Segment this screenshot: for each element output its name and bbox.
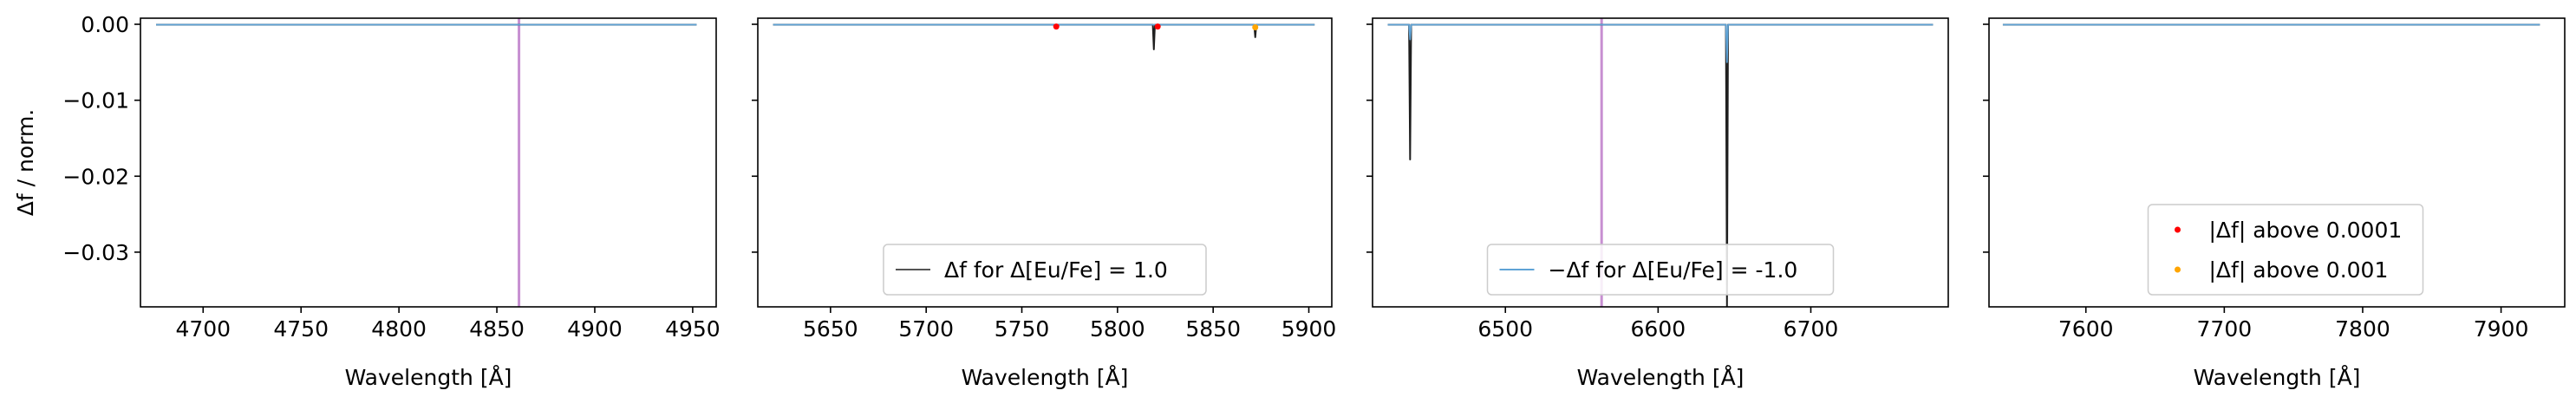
legend-label: |Δf| above 0.0001 — [2209, 218, 2403, 243]
x-tick-label: 7600 — [2058, 316, 2114, 342]
y-tick-label: −0.03 — [62, 240, 129, 265]
panel-2: 5650 5700 5750 5800 5850 5900 Wavelength [Å] Δf… — [752, 17, 1337, 390]
panel-1: 4700 4750 4800 4850 4900 4950 0.00 −0.01 −0.02 −0… — [13, 12, 721, 390]
axes-frame — [140, 17, 717, 308]
panel-4: 7600 7700 7800 7900 Wavelength [Å] |Δf| above… — [1983, 17, 2566, 390]
legend-dot-swatch — [2175, 226, 2181, 233]
legend: −Δf for Δ[Eu/Fe] = -1.0 — [1486, 244, 1835, 296]
legend-frame — [883, 244, 1207, 296]
x-tick-label: 4850 — [469, 316, 525, 342]
x-axis-label: Wavelength [Å] — [345, 365, 512, 390]
highlight-point-1 — [1053, 23, 1060, 30]
axes-frame — [1988, 17, 2566, 308]
x-tick-label: 5750 — [995, 316, 1050, 342]
legend-dot-swatch — [2175, 266, 2181, 273]
plot-area — [156, 18, 697, 307]
x-axis-label: Wavelength [Å] — [2194, 365, 2361, 390]
y-tick-label: −0.01 — [62, 88, 129, 114]
x-tick-label: 7700 — [2197, 316, 2253, 342]
legend-frame — [1486, 244, 1835, 296]
series-2-line — [1387, 23, 1934, 63]
axes-frame — [1372, 17, 1949, 308]
x-tick-label: 7800 — [2335, 316, 2390, 342]
x-tick-label: 4700 — [175, 316, 231, 342]
x-tick-label: 6700 — [1784, 316, 1839, 342]
highlight-point-2 — [1154, 23, 1161, 30]
panel-3: 6500 6600 6700 Wavelength [Å] −Δf for Δ[Eu/F… — [1366, 17, 1949, 390]
plot-area — [773, 23, 1315, 50]
x-tick-label: 5800 — [1090, 316, 1145, 342]
legend-frame — [2147, 204, 2424, 296]
y-axis-label: Δf / norm. — [13, 109, 38, 217]
x-tick-label: 6600 — [1631, 316, 1686, 342]
x-tick-label: 5850 — [1185, 316, 1241, 342]
y-tick-label: −0.02 — [62, 164, 129, 189]
x-axis-label: Wavelength [Å] — [1577, 365, 1745, 390]
x-axis-label: Wavelength [Å] — [962, 365, 1129, 390]
x-tick-label: 6500 — [1477, 316, 1533, 342]
legend-label: −Δf for Δ[Eu/Fe] = -1.0 — [1549, 257, 1798, 283]
legend: Δf for Δ[Eu/Fe] = 1.0 — [883, 244, 1207, 296]
panels: 4700 4750 4800 4850 4900 4950 0.00 −0.01 −0.02 −0… — [13, 12, 2566, 390]
x-tick-label: 7900 — [2474, 316, 2529, 342]
legend: |Δf| above 0.0001 |Δf| above 0.001 — [2147, 204, 2424, 296]
x-tick-label: 4800 — [371, 316, 427, 342]
y-tick-label: 0.00 — [81, 12, 129, 37]
x-tick-label: 5650 — [803, 316, 858, 342]
x-tick-label: 4750 — [273, 316, 329, 342]
x-tick-label: 5700 — [898, 316, 954, 342]
highlight-point-3 — [1252, 24, 1259, 31]
legend-label: |Δf| above 0.001 — [2209, 257, 2389, 283]
x-tick-label: 4900 — [567, 316, 623, 342]
x-tick-label: 4950 — [665, 316, 721, 342]
legend-label: Δf for Δ[Eu/Fe] = 1.0 — [944, 257, 1168, 283]
x-tick-label: 5900 — [1281, 316, 1337, 342]
axes-frame — [757, 17, 1333, 308]
